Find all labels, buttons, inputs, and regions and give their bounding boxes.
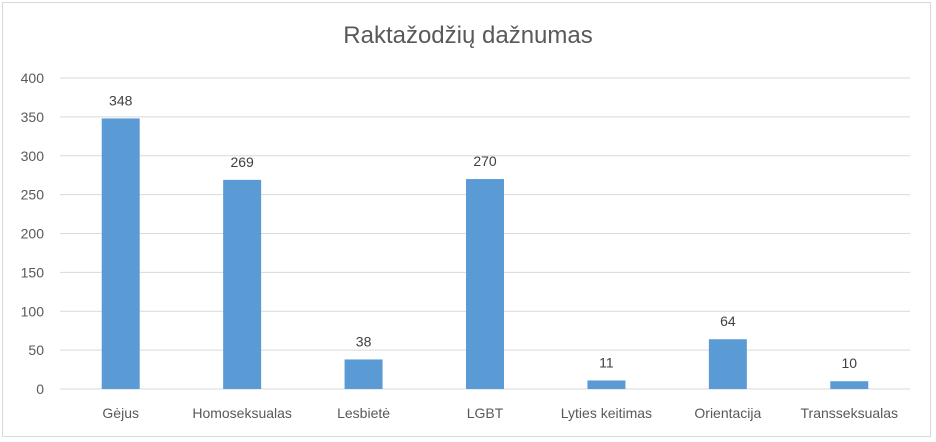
x-tick-label: Lesbietė — [337, 405, 390, 421]
data-label: 11 — [599, 354, 614, 370]
y-tick-label: 100 — [21, 303, 45, 319]
chart-title: Raktažodžių dažnumas — [343, 22, 593, 49]
x-tick-label: LGBT — [467, 405, 504, 421]
x-tick-label: Transseksualas — [801, 405, 899, 421]
y-tick-label: 300 — [21, 148, 45, 164]
y-tick-label: 150 — [21, 264, 45, 280]
y-tick-label: 50 — [28, 342, 44, 358]
x-tick-label: Gėjus — [102, 405, 139, 421]
x-tick-label: Homoseksualas — [192, 405, 292, 421]
bar — [830, 381, 869, 389]
data-label: 64 — [720, 313, 736, 329]
bar — [708, 339, 747, 389]
data-label: 270 — [473, 153, 497, 169]
y-tick-label: 200 — [21, 226, 45, 242]
y-tick-label: 250 — [21, 187, 45, 203]
data-label: 10 — [841, 355, 857, 371]
data-label: 269 — [230, 154, 254, 170]
y-tick-label: 400 — [21, 70, 45, 86]
data-label: 38 — [356, 333, 372, 349]
bar — [101, 118, 140, 390]
y-tick-label: 0 — [36, 381, 44, 397]
bar — [466, 179, 504, 389]
y-tick-label: 350 — [21, 109, 45, 125]
bar — [344, 359, 383, 389]
x-tick-label: Orientacija — [694, 405, 761, 421]
x-tick-label: Lyties keitimas — [561, 405, 652, 421]
bar — [587, 380, 626, 389]
bar — [223, 179, 262, 389]
data-label: 348 — [109, 92, 133, 108]
